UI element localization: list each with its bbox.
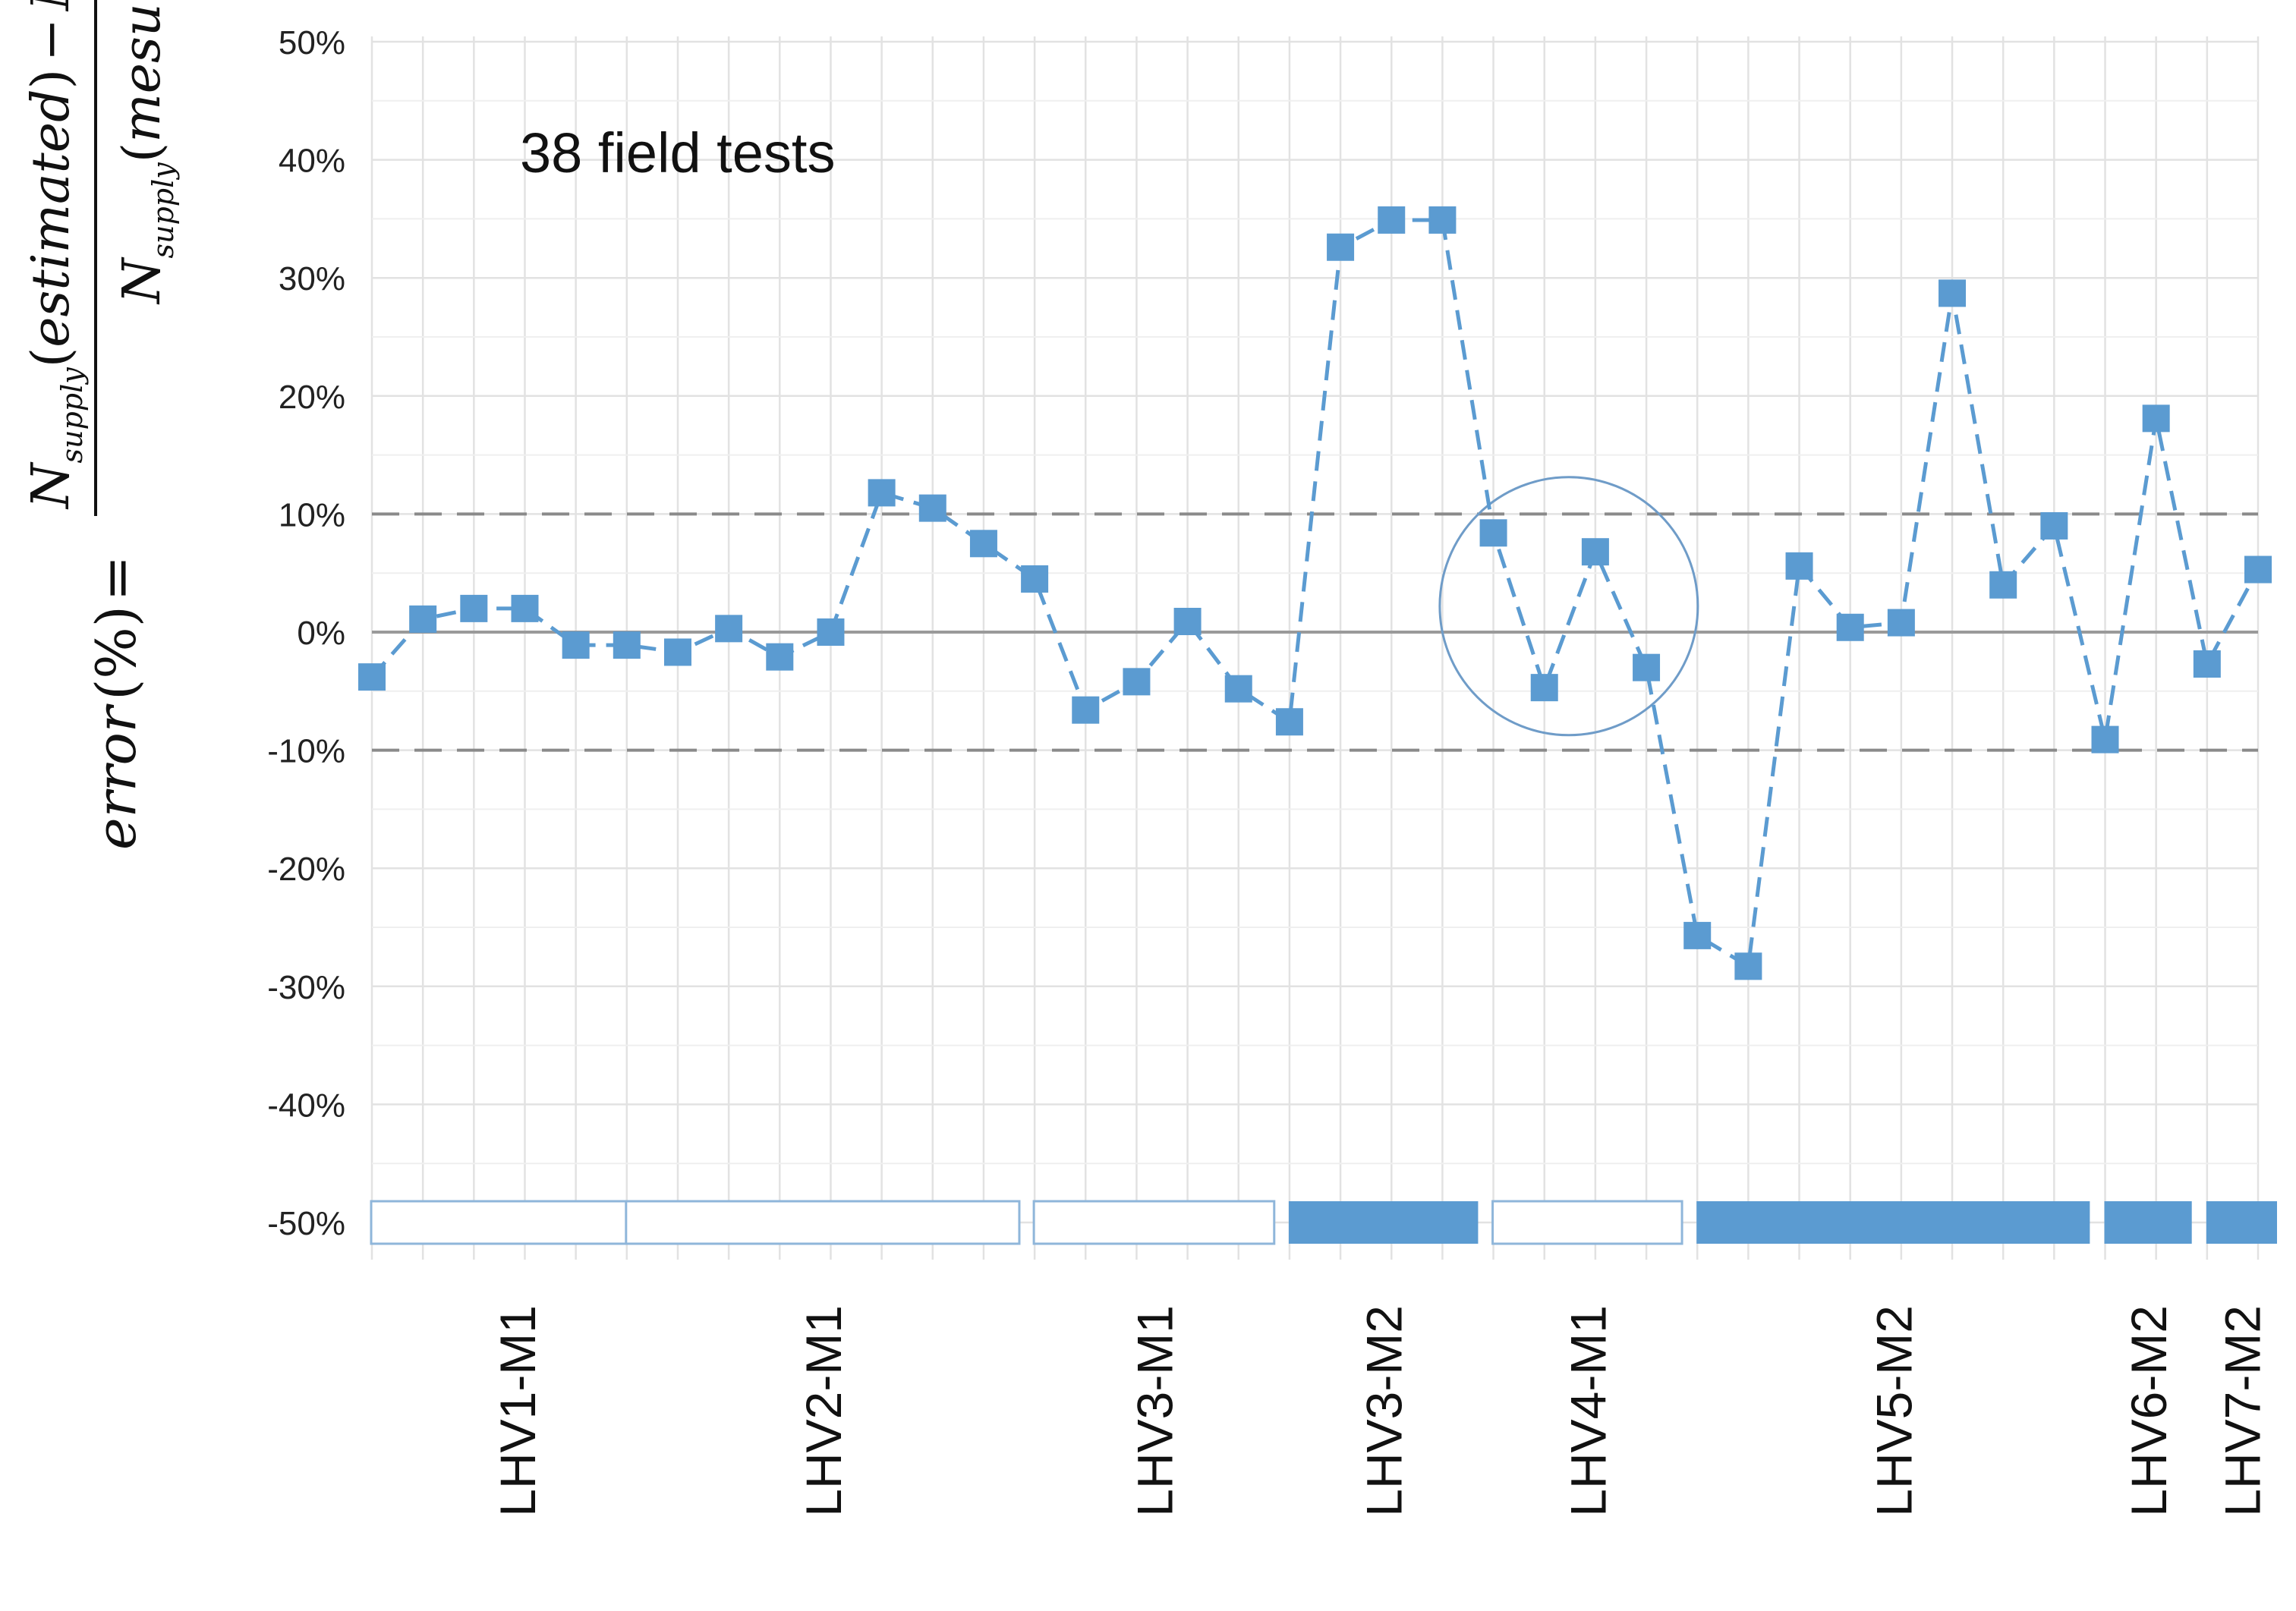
data-point: [1530, 674, 1558, 702]
data-point: [1734, 952, 1762, 980]
data-point: [969, 530, 997, 558]
data-point: [1275, 708, 1303, 736]
data-point: [1785, 552, 1813, 580]
group-bars: [370, 1200, 2277, 1245]
group-label: LHV3-M2: [1356, 1305, 1413, 1517]
group-label: LHV6-M2: [2121, 1305, 2177, 1517]
group-label: LHV4-M1: [1560, 1305, 1616, 1517]
data-point: [2142, 404, 2170, 433]
group-bar: [2104, 1201, 2192, 1244]
y-tick-label: 30%: [279, 260, 345, 297]
ylabel-lhs: error: [84, 703, 148, 850]
highlight-circle: [1438, 476, 1699, 737]
data-point: [766, 643, 794, 671]
data-point: [613, 631, 641, 659]
series-layer: [358, 206, 2272, 980]
y-tick-label: 20%: [279, 379, 345, 416]
y-tick-label: 10%: [279, 496, 345, 533]
data-point: [358, 663, 386, 691]
series-line: [370, 218, 2260, 970]
y-tick-label: -50%: [267, 1205, 345, 1242]
data-point: [918, 494, 946, 522]
data-point: [2244, 555, 2272, 584]
group-label: LHV1-M1: [490, 1305, 546, 1517]
data-point: [2040, 511, 2068, 540]
group-label: LHV7-M2: [2214, 1305, 2270, 1517]
data-point: [511, 594, 539, 622]
data-point: [460, 594, 488, 622]
data-point: [715, 615, 743, 643]
y-tick-label: 50%: [279, 24, 345, 61]
y-tick-label: -40%: [267, 1087, 345, 1124]
group-bar: [370, 1200, 664, 1245]
annotation-text: 38 field tests: [520, 121, 835, 184]
data-point: [817, 618, 845, 646]
data-point: [1173, 607, 1202, 635]
data-point: [1378, 206, 1406, 234]
data-point: [663, 638, 691, 666]
data-point: [1581, 538, 1609, 566]
group-bar: [1032, 1200, 1276, 1245]
group-bar: [625, 1200, 1021, 1245]
group-bar: [1696, 1201, 2090, 1244]
y-tick-label: 0%: [297, 615, 345, 652]
group-bar: [1491, 1200, 1683, 1245]
data-point: [1836, 613, 1864, 641]
data-point: [1939, 279, 1967, 307]
data-point: [1428, 206, 1457, 234]
y-tick-label: -20%: [267, 851, 345, 888]
highlight-circle-layer: [1438, 476, 1699, 737]
data-point: [1887, 609, 1915, 637]
data-point: [2091, 725, 2119, 754]
group-label: LHV3-M1: [1126, 1305, 1183, 1517]
group-bar: [2206, 1201, 2277, 1244]
ylabel-lhs-unit: (%): [84, 606, 148, 700]
data-point: [562, 631, 590, 659]
y-tick-labels: 50% 40% 30% 20% 10% 0% -10% -20% -30% -40% -50%: [267, 24, 345, 1242]
y-tick-label: 40%: [279, 143, 345, 180]
group-label: LHV5-M2: [1866, 1305, 1922, 1517]
svg-text:error(%)=: error(%) =: [84, 555, 148, 850]
data-point: [1021, 565, 1049, 593]
data-point: [2193, 650, 2221, 678]
group-labels: LHV1-M1 LHV2-M1 LHV3-M1 LHV3-M2 LHV4-M1 LHV5-…: [490, 1305, 2271, 1517]
data-point: [1479, 519, 1507, 547]
ylabel-equals: =: [84, 555, 148, 601]
data-point: [1989, 571, 2017, 599]
data-point: [1224, 675, 1252, 703]
y-tick-label: -30%: [267, 969, 345, 1006]
data-point: [868, 479, 896, 507]
svg-text:Nsupply(estimated)−Nsupply(mes: Nsupply(estimated)−Nsupply(mesured): [21, 0, 89, 510]
reference-lines: [372, 512, 2258, 752]
data-point: [1072, 696, 1100, 724]
svg-text:Nsupply(mesured): Nsupply(mesured): [112, 0, 180, 305]
data-point: [1683, 921, 1712, 949]
data-point: [1123, 668, 1151, 696]
data-point: [1327, 233, 1355, 261]
y-axis-label: error(%) = Nsupply(estimated)− Nsupply(mes…: [21, 0, 180, 850]
group-label: LHV2-M1: [795, 1305, 852, 1517]
data-point: [409, 605, 437, 633]
y-tick-label: -10%: [267, 733, 345, 770]
group-bar: [1288, 1201, 1479, 1244]
data-point: [1633, 653, 1661, 681]
